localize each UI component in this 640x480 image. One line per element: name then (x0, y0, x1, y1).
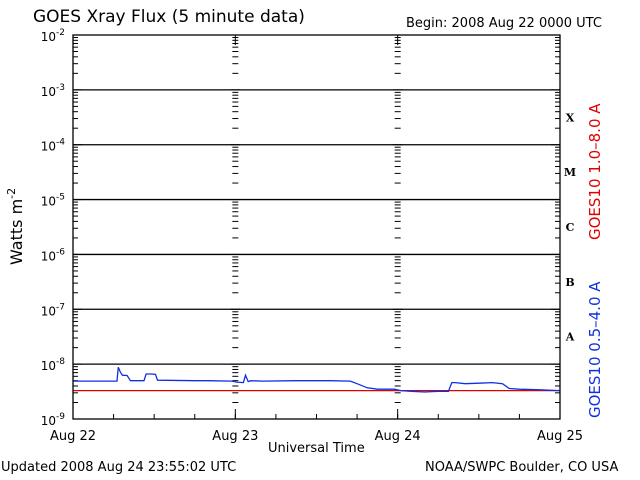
y-tick-label: 10-5 (41, 193, 65, 209)
x-axis-label: Universal Time (268, 441, 365, 456)
y-tick-label: 10-6 (41, 247, 66, 263)
flare-class-label: X (566, 111, 575, 124)
plot-frame (72, 34, 561, 420)
x-tick-label: Aug 25 (537, 429, 583, 444)
chart-title: GOES Xray Flux (5 minute data) (33, 7, 305, 27)
footer-updated: Updated 2008 Aug 24 23:55:02 UTC (1, 460, 237, 475)
y-tick-label: 10-7 (41, 302, 65, 318)
legend-series-label: GOES10 0.5–4.0 A (586, 281, 604, 418)
grid-layer (72, 35, 561, 420)
text-layer: 10-9 10-8 10-7 10-6 10-5 10-4 10-3 10-2 Aug 22 Au… (5, 28, 604, 444)
y-axis-label: Watts m-2 (5, 188, 26, 265)
plot-border (72, 34, 561, 420)
legend-series-label: GOES10 1.0–8.0 A (586, 103, 604, 240)
series-line (73, 366, 561, 393)
y-tick-label: 10-3 (41, 83, 65, 99)
begin-label: Begin: 2008 Aug 22 0000 UTC (406, 16, 602, 31)
y-tick-label: 10-2 (41, 28, 65, 44)
y-tick-label: 10-8 (41, 357, 66, 373)
y-tick-label: 10-9 (41, 412, 66, 428)
flare-class-label: B (565, 276, 574, 289)
x-tick-label: Aug 22 (50, 429, 96, 444)
flare-class-label: C (566, 221, 575, 234)
series-layer (73, 366, 561, 393)
y-tick-label: 10-4 (41, 138, 66, 154)
flare-class-label: M (564, 166, 576, 179)
x-tick-label: Aug 24 (375, 429, 421, 444)
footer-credit: NOAA/SWPC Boulder, CO USA (425, 460, 619, 475)
x-tick-label: Aug 23 (212, 429, 258, 444)
flare-class-label: A (565, 331, 575, 344)
